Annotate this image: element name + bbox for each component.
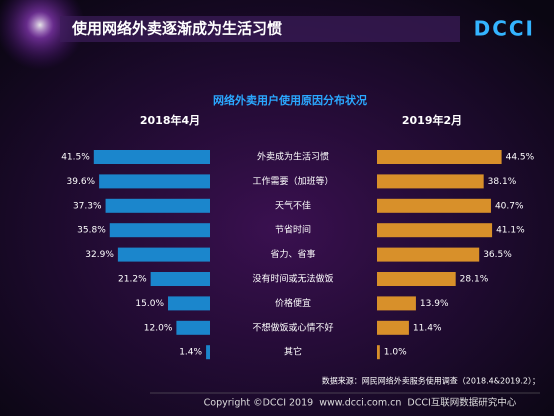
value-label: 13.9%: [420, 299, 449, 309]
category-label: 节省时间: [275, 224, 311, 236]
category-label: 外卖成为生活习惯: [257, 151, 329, 163]
value-label: 15.0%: [135, 299, 164, 309]
bar: [377, 345, 380, 360]
bar: [150, 272, 210, 286]
bar: [377, 150, 502, 164]
bar: [377, 247, 480, 262]
bar: [377, 320, 409, 335]
bar: [105, 198, 210, 213]
value-label: 35.8%: [77, 226, 106, 236]
bar: [377, 198, 491, 213]
value-label: 39.6%: [67, 177, 96, 187]
bar: [377, 174, 484, 189]
category-label: 其它: [284, 346, 302, 358]
category-label: 省力、省事: [270, 248, 315, 260]
page-title: 使用网络外卖逐渐成为生活习惯: [71, 20, 282, 38]
value-label: 1.4%: [179, 348, 202, 358]
bar: [377, 272, 456, 286]
bar: [377, 223, 493, 238]
value-label: 38.1%: [488, 177, 517, 187]
value-label: 41.1%: [496, 226, 525, 236]
category-label: 不想做饭或心情不好: [252, 321, 333, 333]
legend-left: 2018年4月: [140, 113, 200, 127]
value-label: 40.7%: [495, 201, 524, 211]
title-bar: [60, 16, 460, 42]
bar: [117, 247, 210, 262]
value-label: 11.4%: [413, 323, 442, 333]
bar: [109, 223, 210, 238]
bar: [99, 174, 210, 189]
value-label: 37.3%: [73, 201, 102, 211]
value-label: 12.0%: [144, 323, 173, 333]
logo: DCCI: [474, 17, 535, 41]
category-label: 价格便宜: [275, 297, 311, 309]
bar: [206, 345, 210, 360]
value-label: 44.5%: [506, 153, 535, 163]
bar: [377, 296, 416, 311]
footer: Copyright ©DCCI 2019 www.dcci.com.cn DCC…: [204, 397, 517, 409]
value-label: 1.0%: [384, 348, 407, 358]
source: 数据来源：网民网络外卖服务使用调查（2018.4&2019.2）；: [322, 376, 540, 386]
value-label: 36.5%: [483, 250, 512, 260]
bar: [93, 150, 210, 164]
value-label: 21.2%: [118, 275, 147, 285]
bar: [168, 296, 210, 311]
category-label: 没有时间或无法做饭: [252, 273, 333, 285]
chart-title: 网络外卖用户使用原因分布状况: [213, 93, 367, 107]
category-label: 工作需要（加班等）: [252, 175, 333, 187]
bar: [176, 320, 210, 335]
value-label: 28.1%: [460, 275, 489, 285]
value-label: 41.5%: [61, 153, 90, 163]
category-label: 天气不佳: [275, 199, 311, 211]
legend-right: 2019年2月: [402, 113, 462, 127]
value-label: 32.9%: [85, 250, 114, 260]
